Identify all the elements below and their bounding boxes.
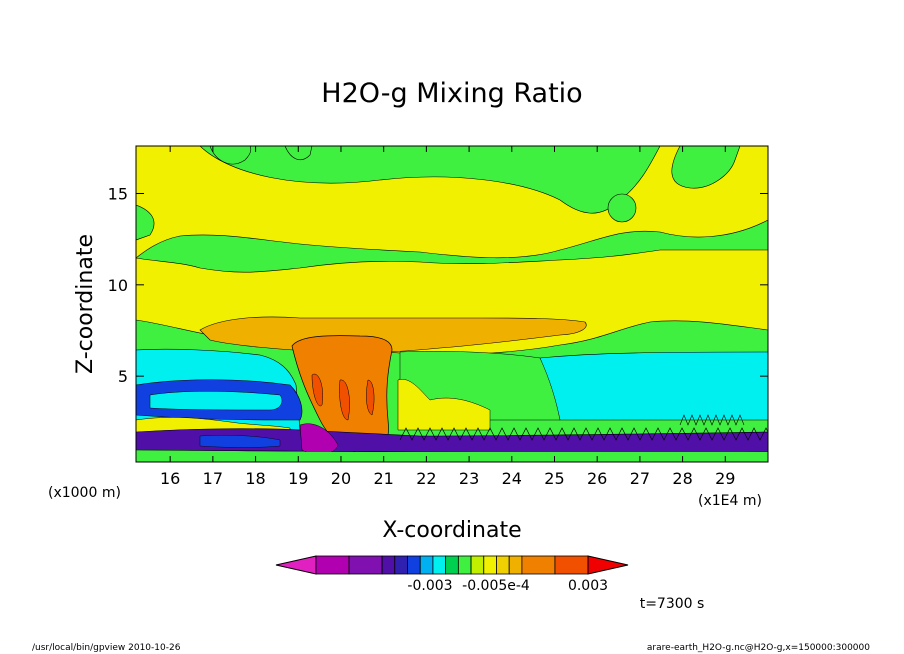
colorbar-swatch	[554, 555, 589, 575]
colorbar-arrow-right	[587, 555, 629, 575]
colorbar-swatch	[483, 555, 497, 575]
colorbar-swatch	[419, 555, 434, 575]
colorbar-arrow-left	[275, 555, 317, 575]
x-tick-label: 23	[459, 469, 479, 488]
x-tick-label: 24	[502, 469, 522, 488]
region-green-patch-3	[607, 193, 637, 223]
colorbar-swatch	[381, 555, 396, 575]
plot-frame	[135, 145, 769, 463]
colorbar-swatch	[470, 555, 485, 575]
x-tick-label: 29	[715, 469, 735, 488]
region-green-patch-2	[284, 146, 313, 161]
x-tick-label: 20	[331, 469, 351, 488]
region-yellow-streaks	[397, 379, 491, 431]
footer-right: arare-earth_H2O-g.nc@H2O-g,x=150000:3000…	[647, 643, 870, 653]
x-tick-label: 18	[245, 469, 265, 488]
region-green-patch-1	[209, 146, 252, 165]
x-unit-left: (x1000 m)	[48, 485, 121, 501]
contour-noise-right-2	[679, 414, 745, 426]
colorbar-swatch	[457, 555, 472, 575]
colorbar-swatch	[496, 555, 510, 575]
region-blue-dots	[199, 435, 281, 448]
x-tick-label: 28	[672, 469, 692, 488]
colorbar-swatch	[432, 555, 447, 575]
region-red-cell-1	[311, 373, 323, 407]
y-axis-label: Z-coordinate	[73, 234, 98, 374]
colorbar-swatch	[508, 555, 523, 575]
x-axis-label: X-coordinate	[382, 518, 521, 543]
colorbar-swatch	[445, 555, 459, 575]
region-cyan-inner	[149, 391, 283, 411]
x-unit-right: (x1E4 m)	[698, 493, 762, 509]
region-red-cell-2	[339, 379, 350, 421]
x-axis-ticks: 16 17 18 19 20 21 22 23 24 25 26 27 28 29	[160, 146, 735, 488]
region-green-patch-5	[136, 204, 155, 241]
colorbar	[275, 555, 629, 575]
x-tick-label: 19	[288, 469, 308, 488]
region-red-cell-3	[366, 379, 375, 416]
colorbar-swatch	[407, 555, 421, 575]
region-purple-bottom	[136, 428, 768, 454]
y-tick-label: 15	[108, 184, 128, 203]
x-tick-label: 25	[544, 469, 564, 488]
plot-area	[136, 146, 768, 462]
colorbar-swatch	[315, 555, 350, 575]
region-green-patch-4	[671, 146, 741, 189]
x-tick-label: 21	[373, 469, 393, 488]
region-green-bottom	[136, 452, 768, 462]
x-tick-label: 26	[587, 469, 607, 488]
region-cyan-right	[539, 351, 768, 421]
region-yellow-upper	[136, 146, 768, 259]
chart-title: H2O-g Mixing Ratio	[321, 78, 582, 109]
x-tick-label: 22	[416, 469, 436, 488]
footer-left: /usr/local/bin/gpview 2010-10-26	[32, 643, 181, 653]
y-axis-ticks: 5 10 15	[108, 184, 768, 386]
y-tick-label: 10	[108, 276, 128, 295]
y-tick-label: 5	[118, 367, 128, 386]
x-tick-label: 16	[160, 469, 180, 488]
colorbar-label-2: -0.005e-4	[462, 578, 530, 594]
x-tick-label: 17	[203, 469, 223, 488]
colorbar-swatch	[348, 555, 383, 575]
colorbar-swatch	[521, 555, 556, 575]
time-label: t=7300 s	[640, 596, 705, 612]
colorbar-swatch	[394, 555, 408, 575]
x-tick-label: 27	[630, 469, 650, 488]
colorbar-label-1: -0.003	[407, 578, 452, 594]
contour-noise-right	[399, 427, 768, 441]
colorbar-label-3: 0.003	[568, 578, 608, 594]
